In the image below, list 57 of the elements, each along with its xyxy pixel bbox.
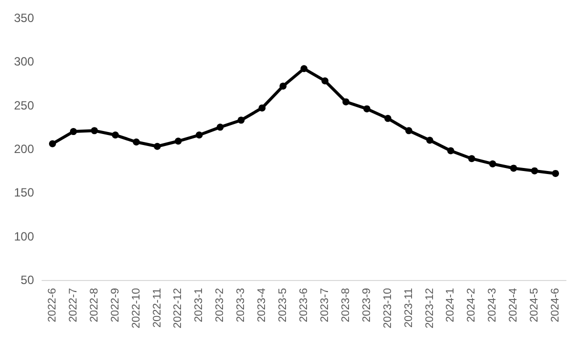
- x-tick-label: 2024-5: [528, 288, 541, 322]
- point: [405, 127, 412, 134]
- x-tick-label: 2024-1: [444, 288, 457, 322]
- x-tick-label: 2022-6: [46, 288, 58, 322]
- x-tick-label: 2022-12: [172, 288, 184, 328]
- x-tick-label: 2024-6: [550, 288, 562, 322]
- point: [552, 170, 560, 177]
- point: [154, 142, 161, 150]
- point: [132, 138, 140, 146]
- point: [112, 132, 119, 139]
- point: [280, 82, 287, 90]
- y-tick-label: 200: [14, 142, 34, 156]
- x-tick-label: 2022-11: [151, 288, 164, 328]
- point: [363, 105, 370, 112]
- point: [426, 136, 434, 144]
- x-tick-label: 2023-3: [235, 288, 248, 322]
- x-tick-label: 2022-7: [67, 288, 80, 322]
- x-tick-label: 2023-10: [382, 288, 394, 328]
- point: [468, 155, 476, 162]
- point: [510, 164, 518, 172]
- x-tick-label: 2023-6: [298, 288, 310, 322]
- x-tick-label: 2023-9: [360, 288, 373, 322]
- point: [258, 104, 266, 112]
- x-tick-label: 2023-2: [214, 288, 226, 322]
- x-tick-label: 2023-5: [277, 288, 290, 322]
- y-tick-label: 150: [14, 186, 34, 200]
- point: [489, 160, 496, 168]
- y-tick-label: 350: [14, 11, 34, 25]
- x-tick-label: 2023-12: [424, 288, 436, 328]
- x-tick-label: 2024-2: [466, 288, 478, 322]
- y-tick-label: 250: [14, 98, 34, 112]
- x-tick-label: 2024-3: [486, 288, 499, 322]
- point: [300, 65, 308, 72]
- y-tick-label: 100: [14, 229, 34, 244]
- x-tick-label: 2022-8: [88, 288, 100, 322]
- point: [384, 114, 392, 122]
- point: [48, 140, 56, 148]
- x-tick-label: 2023-11: [402, 288, 415, 328]
- point: [321, 77, 328, 84]
- x-tick-label: 2022-9: [109, 288, 122, 322]
- x-tick-label: 2023-4: [256, 288, 268, 322]
- x-tick-label: 2023-8: [340, 288, 352, 322]
- point: [216, 124, 224, 131]
- point: [90, 127, 98, 134]
- point: [531, 167, 538, 174]
- x-tick-label: 2023-7: [318, 288, 331, 322]
- point: [342, 98, 350, 106]
- y-tick-label: 50: [20, 273, 34, 287]
- point: [70, 128, 77, 136]
- point: [196, 132, 203, 139]
- point: [238, 116, 245, 124]
- y-tick-label: 300: [14, 54, 34, 69]
- point: [447, 147, 454, 154]
- x-tick-label: 2024-4: [508, 288, 520, 322]
- point: [174, 138, 182, 145]
- x-tick-label: 2023-1: [193, 288, 206, 322]
- x-tick-label: 2022-10: [130, 288, 142, 328]
